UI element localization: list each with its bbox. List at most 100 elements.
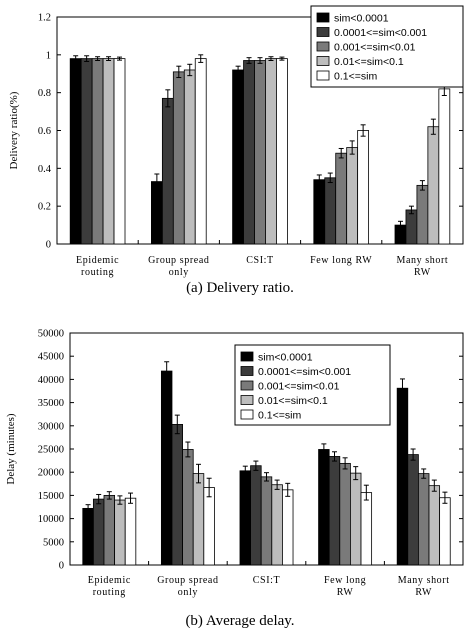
chart1-bar [416, 184, 429, 245]
chart2-y-tick-label: 5000 [43, 537, 64, 548]
chart2-bar [282, 489, 294, 566]
chart2-y-tick-label: 35000 [38, 398, 64, 409]
chart1-x-tick-label: only [169, 267, 189, 278]
chart1-y-tick-label: 1 [46, 50, 51, 61]
chart1-legend-label: sim<0.0001 [334, 13, 389, 25]
chart1-bar [80, 58, 93, 245]
chart1-bar [405, 209, 418, 245]
chart2-bar [396, 387, 409, 566]
chart2-bar [328, 456, 341, 566]
chart1-y-tick-label: 0.2 [38, 202, 51, 213]
chart1-bar [346, 147, 359, 245]
chart1-bar [172, 71, 185, 245]
chart1-legend-label: 0.001<=sim<0.01 [334, 42, 416, 54]
chart2-legend-box [234, 344, 391, 426]
chart2-bar [171, 424, 183, 566]
chart1-bar [254, 60, 266, 245]
chart2-y-tick-label: 10000 [38, 514, 64, 525]
chart1-bar [335, 152, 348, 245]
chart1-y-tick-label: 0 [46, 240, 51, 251]
chart2-bar [428, 485, 441, 566]
chart1-y-axis-label: Delivery ratio(%) [8, 91, 20, 169]
chart2-x-tick-label: RW [337, 587, 354, 598]
chart1-bar [161, 97, 174, 245]
chart1-x-tick-label: Epidemic [76, 255, 119, 266]
chart1-bar [102, 58, 115, 245]
chart1-bar [265, 58, 277, 245]
chart1-x-tick-label: routing [81, 267, 114, 278]
chart1-bar [243, 60, 255, 245]
chart2-y-axis-label: Delay (minutes) [5, 413, 17, 485]
chart2-x-tick-label: RW [415, 587, 432, 598]
chart1-y-tick-label: 0.4 [38, 164, 52, 175]
chart2-bar [260, 476, 273, 566]
chart2-bar [417, 473, 430, 566]
chart1-bar [91, 58, 104, 245]
chart2-bar [103, 494, 116, 566]
chart1-bar [113, 58, 126, 245]
chart1-bar [357, 130, 370, 245]
chart1-x-tick-label: Few long RW [310, 255, 372, 266]
chart1-y-tick-label: 0.8 [38, 88, 51, 99]
chart2-y-tick-label: 0 [59, 561, 64, 572]
chart1-bar [232, 69, 244, 245]
chart1-legend-swatch [316, 12, 330, 23]
chart1-x-tick-label: CSI:T [246, 255, 273, 266]
chart2-bar [350, 472, 362, 566]
chart2-legend-swatch [240, 395, 254, 405]
chart1-legend-box [310, 5, 464, 88]
chart2-legend-swatch [240, 380, 254, 391]
chart1-bar [438, 88, 451, 245]
chart2-y-tick-label: 25000 [38, 445, 64, 456]
chart1-bar [150, 181, 163, 245]
chart1-legend-swatch [316, 70, 330, 81]
chart1-x-tick-label: Group spread [148, 255, 209, 266]
chart2-caption: (b) Average delay. [185, 613, 294, 629]
chart1-legend-label: 0.1<=sim [334, 71, 377, 83]
chart2-x-tick-label: CSI:T [253, 575, 280, 586]
chart2-x-tick-label: Few long [324, 575, 366, 586]
chart2-legend-label: 0.0001<=sim<0.001 [258, 366, 351, 378]
chart2-x-tick-label: Epidemic [88, 575, 131, 586]
chart1-bar [276, 58, 288, 245]
chart1-bar [427, 126, 440, 245]
chart2-bar [271, 484, 283, 566]
chart2-legend-swatch [240, 366, 254, 376]
chart1-legend-swatch [316, 27, 330, 37]
chart1-y-tick-label: 1.2 [38, 13, 51, 24]
chart2-bar [92, 498, 105, 566]
chart2-bar [407, 454, 419, 566]
chart1-caption: (a) Delivery ratio. [186, 280, 294, 296]
chart2-bar [360, 492, 373, 566]
chart1-bar [313, 179, 326, 245]
chart2-bar [339, 462, 351, 566]
chart1-bar [69, 58, 82, 245]
chart1-bar [194, 58, 207, 245]
chart1-bar [183, 69, 196, 245]
chart2-bar [82, 507, 94, 566]
chart2-y-tick-label: 30000 [38, 421, 64, 432]
chart2-y-tick-label: 15000 [38, 491, 64, 502]
chart2-bar [114, 499, 126, 566]
chart2-legend-label: 0.1<=sim [258, 410, 301, 422]
chart2-bar [439, 497, 451, 566]
chart2-y-tick-label: 20000 [38, 468, 64, 479]
chart2-legend-label: 0.01<=sim<0.1 [258, 395, 328, 407]
chart1-legend-label: 0.0001<=sim<0.001 [334, 27, 427, 39]
chart2-bar [250, 465, 262, 566]
chart2-bar [182, 449, 194, 566]
chart2-legend-label: sim<0.0001 [258, 352, 313, 364]
chart1-legend-swatch [316, 41, 330, 52]
chart2-y-tick-label: 45000 [38, 352, 64, 363]
chart2-bar [318, 449, 330, 566]
chart1-x-tick-label: Many short [396, 255, 448, 266]
chart2-bar [203, 487, 215, 566]
chart2-bar [160, 370, 173, 566]
chart1-y-tick-label: 0.6 [38, 126, 51, 137]
chart2-bar [192, 473, 205, 566]
chart2-y-tick-label: 40000 [38, 375, 64, 386]
chart2-legend-label: 0.001<=sim<0.01 [258, 381, 340, 393]
chart1-bar [324, 177, 337, 245]
chart2-x-tick-label: only [178, 587, 198, 598]
